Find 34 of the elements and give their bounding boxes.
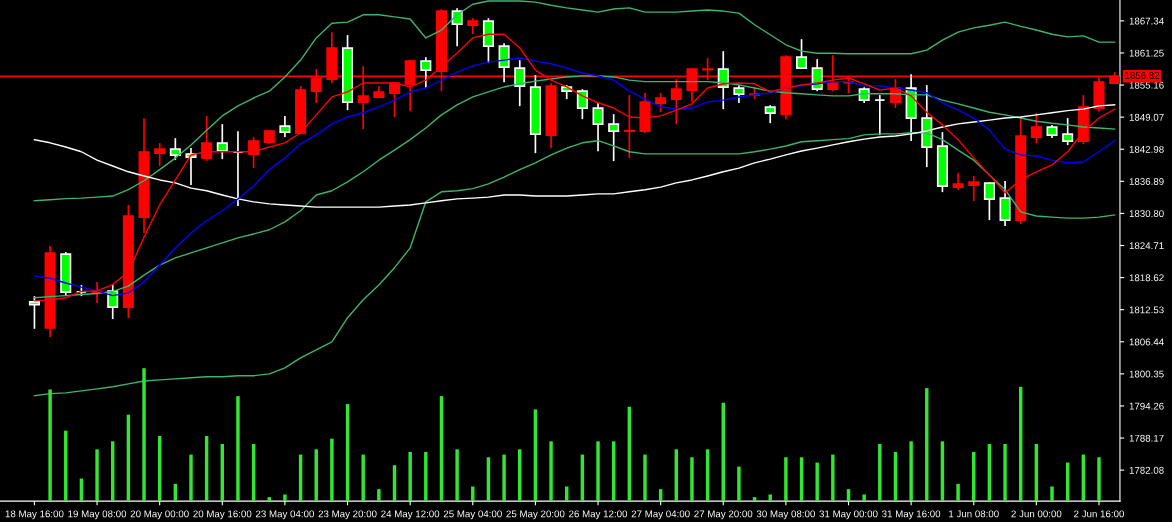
ref-line-label: 1856.82 — [1125, 72, 1160, 79]
x-tick-label: 27 May 20:00 — [694, 510, 753, 520]
y-tick-label: 1830.80 — [1129, 210, 1164, 218]
y-tick-label: 1849.07 — [1129, 113, 1164, 121]
x-tick-label: 2 Jun 16:00 — [1074, 510, 1125, 518]
x-tick-label: 23 May 04:00 — [255, 510, 314, 520]
y-tick-label: 1806.44 — [1129, 338, 1164, 346]
y-tick-label: 1824.71 — [1129, 242, 1164, 250]
x-tick-label: 19 May 08:00 — [68, 510, 127, 520]
y-tick-label: 1782.08 — [1129, 466, 1164, 474]
x-tick-label: 20 May 00:00 — [130, 510, 189, 520]
x-tick-label: 1 Jun 08:00 — [949, 510, 999, 518]
y-tick-label: 1818.62 — [1129, 274, 1164, 282]
x-tick-label: 23 May 20:00 — [318, 510, 377, 520]
y-tick-label: 1812.53 — [1129, 306, 1164, 314]
x-tick-label: 25 May 20:00 — [506, 510, 565, 520]
x-tick-label: 25 May 04:00 — [443, 510, 502, 520]
x-tick-label: 20 May 16:00 — [193, 510, 252, 520]
x-tick-label: 24 May 12:00 — [381, 510, 440, 520]
y-tick-label: 1867.34 — [1129, 17, 1164, 25]
x-tick-label: 27 May 04:00 — [631, 510, 690, 520]
y-tick-label: 1855.16 — [1129, 81, 1164, 89]
y-tick-label: 1861.25 — [1129, 49, 1164, 57]
x-tick-label: 2 Jun 00:00 — [1011, 510, 1062, 518]
y-tick-label: 1800.35 — [1129, 370, 1164, 378]
x-tick-label: 31 May 00:00 — [819, 510, 878, 520]
x-tick-label: 31 May 16:00 — [882, 510, 941, 520]
y-tick-label: 1836.89 — [1129, 178, 1164, 185]
x-tick-label: 18 May 16:00 — [5, 510, 64, 520]
y-tick-label: 1788.17 — [1129, 434, 1164, 442]
x-tick-label: 26 May 12:00 — [569, 510, 628, 520]
y-tick-label: 1842.98 — [1129, 145, 1164, 153]
y-tick-label: 1794.26 — [1129, 402, 1164, 410]
x-tick-label: 30 May 08:00 — [756, 510, 815, 520]
